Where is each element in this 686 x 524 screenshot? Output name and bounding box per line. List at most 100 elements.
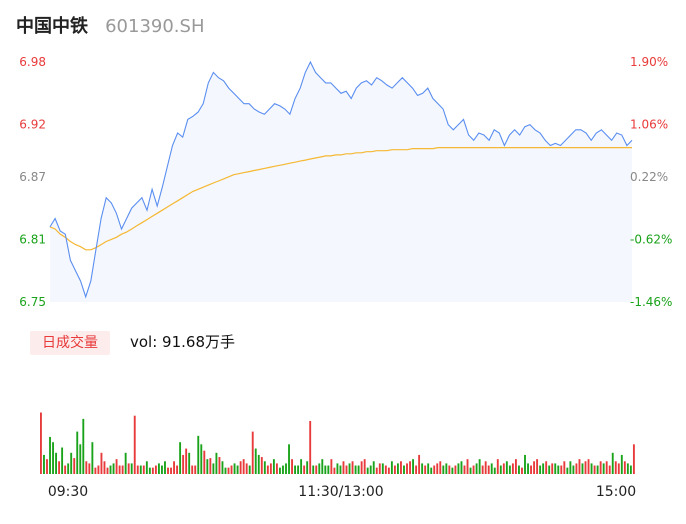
volume-bar: [581, 463, 584, 474]
x-tick-label: 11:30/13:00: [298, 484, 383, 500]
volume-bar: [614, 461, 617, 474]
volume-bar: [236, 465, 239, 474]
volume-bar: [354, 465, 357, 474]
price-area: [50, 62, 632, 302]
volume-bar: [424, 465, 427, 474]
volume-bar: [300, 459, 303, 474]
volume-bar: [448, 465, 451, 474]
volume-bar: [536, 459, 539, 474]
volume-bar: [303, 465, 306, 474]
volume-bar: [611, 452, 614, 474]
volume-bar: [269, 463, 272, 474]
volume-bar: [505, 461, 508, 474]
volume-bar: [318, 463, 321, 474]
volume-bar: [115, 459, 118, 474]
volume-bar: [481, 465, 484, 474]
volume-bar: [185, 448, 188, 474]
volume-bar: [472, 465, 475, 474]
volume-bar: [206, 459, 209, 474]
volume-bar: [239, 461, 242, 474]
volume-bar: [333, 467, 336, 474]
volume-bar: [85, 461, 88, 474]
volume-bar: [224, 467, 227, 474]
volume-bar: [348, 463, 351, 474]
volume-bar: [369, 465, 372, 474]
volume-bar: [390, 461, 393, 474]
volume-bar: [490, 463, 493, 474]
volume-bar: [294, 465, 297, 474]
volume-bar: [554, 463, 557, 474]
volume-bar: [339, 465, 342, 474]
volume-bar: [393, 465, 396, 474]
volume-bar: [127, 463, 130, 474]
volume-bar: [100, 452, 103, 474]
volume-bar: [46, 459, 48, 474]
volume-bar: [233, 463, 236, 474]
volume-bar: [203, 450, 206, 474]
volume-bar: [496, 459, 499, 474]
volume-bar: [632, 444, 635, 474]
volume-bar: [112, 463, 115, 474]
volume-bar: [442, 465, 445, 474]
volume-bar: [260, 457, 263, 474]
average-price-line: [49, 147, 632, 251]
volume-bar: [209, 458, 212, 474]
stock-header: 中国中铁 601390.SH: [16, 12, 205, 38]
volume-bar: [620, 454, 623, 474]
volume-bar: [406, 463, 408, 474]
volume-bar: [524, 454, 526, 474]
volume-bar: [378, 463, 381, 474]
volume-bar: [197, 435, 200, 474]
volume-bar: [566, 467, 569, 474]
volume-bar: [469, 467, 472, 474]
y-tick-label-left: 6.75: [19, 295, 46, 309]
volume-bar: [67, 463, 70, 474]
volume-bar: [309, 421, 312, 474]
volume-tab[interactable]: 日成交量: [30, 331, 110, 355]
y-tick-label-left: 6.98: [19, 55, 46, 69]
volume-bar: [142, 465, 145, 474]
volume-bar: [363, 459, 366, 474]
volume-bar: [52, 442, 54, 474]
volume-bar: [176, 465, 179, 474]
volume-bar: [557, 465, 560, 474]
volume-bar: [584, 461, 587, 474]
volume-bar: [40, 412, 42, 474]
volume-bar: [575, 463, 578, 474]
volume-bar: [357, 465, 360, 474]
volume-bar: [70, 452, 73, 474]
volume-readout: vol: 91.68万手: [130, 333, 235, 351]
volume-bar: [212, 463, 215, 474]
volume-bar: [569, 461, 572, 474]
y-tick-label-left: 6.81: [19, 232, 46, 246]
price-line: [49, 60, 633, 299]
volume-bar: [109, 465, 112, 474]
volume-bar: [173, 461, 175, 474]
volume-bar: [315, 465, 318, 474]
volume-bar: [288, 444, 290, 474]
volume-bar: [145, 461, 148, 474]
volume-bar: [475, 463, 478, 474]
volume-bar: [55, 452, 58, 474]
volume-bar: [324, 465, 327, 474]
volume-bar: [64, 465, 67, 474]
volume-bar: [599, 461, 602, 474]
volume-bar: [381, 463, 384, 474]
volume-bar: [58, 461, 61, 474]
volume-bar: [608, 465, 611, 474]
stock-name: 中国中铁: [16, 16, 88, 37]
volume-bar: [345, 465, 348, 474]
volume-bar: [375, 467, 378, 474]
volume-bar: [248, 465, 251, 474]
volume-bar: [533, 461, 536, 474]
volume-bar: [360, 461, 363, 474]
volume-bar: [605, 461, 608, 474]
y-tick-label-right: 1.06%: [630, 118, 668, 132]
volume-bar: [230, 465, 233, 474]
volume-bar: [623, 461, 626, 474]
volume-bar: [164, 461, 166, 474]
volume-bar: [254, 448, 257, 474]
volume-bar: [161, 465, 163, 474]
y-tick-label-left: 6.92: [19, 118, 46, 132]
